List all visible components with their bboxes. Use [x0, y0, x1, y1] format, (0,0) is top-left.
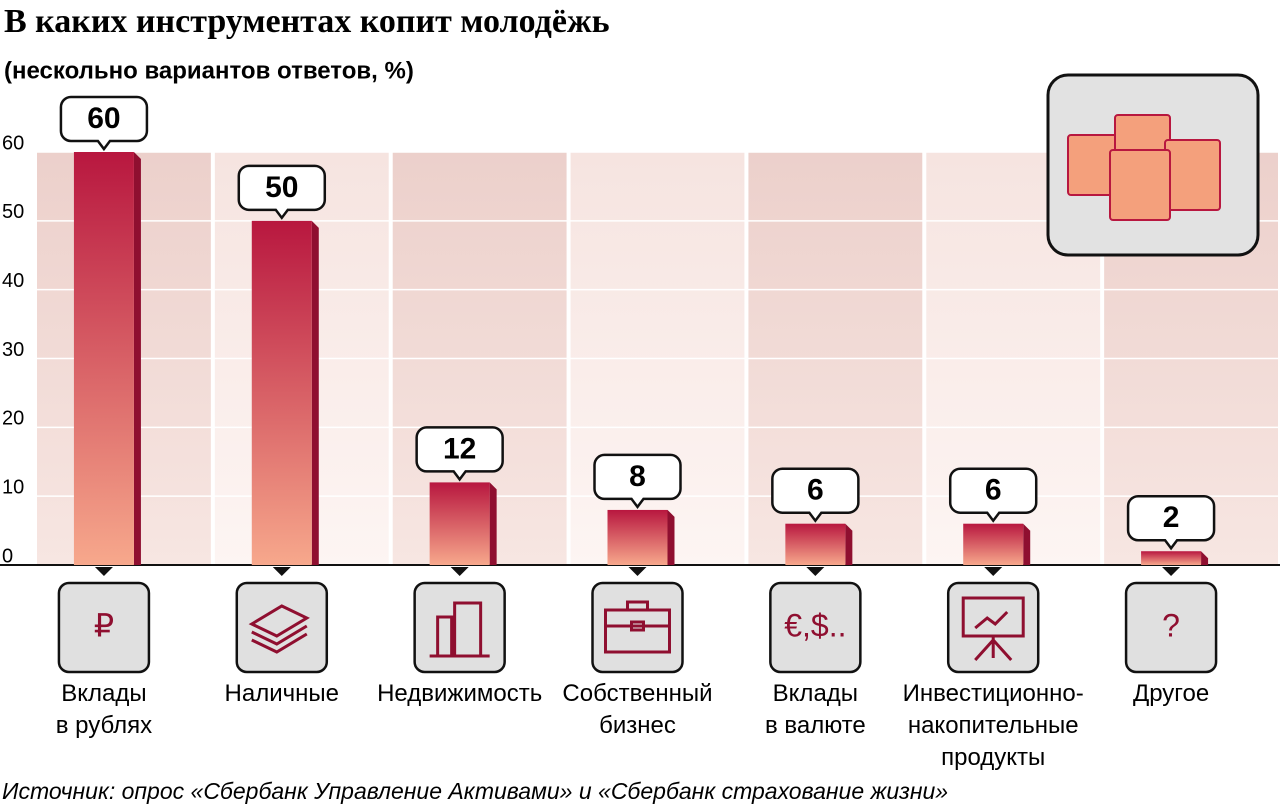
axis-pointer [450, 567, 469, 576]
y-tick-label: 10 [2, 476, 24, 498]
icon [604, 600, 671, 654]
value-callout [415, 426, 504, 482]
icon-box [413, 581, 506, 674]
axis-pointer [984, 567, 1003, 576]
bar [607, 509, 668, 565]
y-tick-label: 50 [2, 201, 24, 223]
bar-side [311, 220, 319, 566]
bar-side [133, 152, 141, 565]
icon-box [57, 581, 151, 674]
y-tick-label: 20 [2, 408, 24, 430]
value-callout [59, 95, 149, 152]
value-callout [771, 467, 860, 523]
value-label: 2 [1163, 501, 1180, 534]
x-tick-label: Собственный бизнес [562, 680, 712, 739]
source: Источник: опрос «Сбербанк Управление Акт… [2, 778, 948, 804]
y-tick-label: 60 [2, 132, 24, 154]
bar [785, 523, 846, 565]
x-tick-label: Вклады в валюте [765, 680, 866, 739]
bar-side [489, 482, 497, 565]
icon-box [1124, 581, 1218, 674]
icon [429, 601, 490, 658]
value-label: 6 [985, 474, 1002, 507]
x-tick-label: Наличные [225, 680, 339, 707]
bar-side [1201, 551, 1209, 565]
bar [251, 220, 312, 566]
icon-label: ? [1162, 607, 1180, 643]
bar-side [1023, 523, 1031, 565]
chart-title: В каких инструментах копит молодёжь [4, 3, 610, 40]
axis-pointer [272, 567, 291, 576]
axis-pointer [806, 567, 825, 576]
bar [963, 523, 1024, 565]
y-tick-label: 40 [2, 270, 24, 292]
x-tick-label: Другое [1133, 680, 1209, 707]
chart-subtitle: (нескольно вариантов ответов, %) [4, 57, 414, 84]
value-callout [237, 164, 327, 220]
icon-box [946, 581, 1040, 674]
axis-pointer [94, 567, 113, 576]
money-icon [1046, 73, 1260, 257]
icon-label: €,$.. [784, 607, 846, 643]
x-tick-label: Недвижимость [377, 680, 542, 707]
value-callout [948, 467, 1038, 523]
bar [1141, 551, 1202, 565]
icon-box [769, 581, 862, 674]
value-label: 50 [265, 171, 298, 204]
bar-side [845, 523, 853, 565]
value-label: 8 [629, 460, 646, 493]
x-tick-label: Вклады в рублях [56, 680, 152, 739]
value-label: 12 [443, 432, 476, 465]
value-label: 6 [807, 474, 824, 507]
icon [248, 604, 310, 654]
value-callout [1126, 494, 1216, 551]
y-tick-label: 0 [2, 545, 13, 567]
axis-pointer [628, 567, 647, 576]
value-label: 60 [87, 102, 120, 135]
icon-label: ₽ [94, 607, 114, 643]
bar [73, 152, 134, 565]
bar [429, 482, 490, 565]
value-callout [593, 453, 682, 510]
axis-pointer [1162, 567, 1181, 576]
x-tick-label: Инвестиционно-накопительные продукты [903, 680, 1084, 771]
icon-box [235, 581, 329, 674]
icon [961, 596, 1025, 662]
y-tick-label: 30 [2, 339, 24, 361]
bar-side [667, 509, 675, 565]
